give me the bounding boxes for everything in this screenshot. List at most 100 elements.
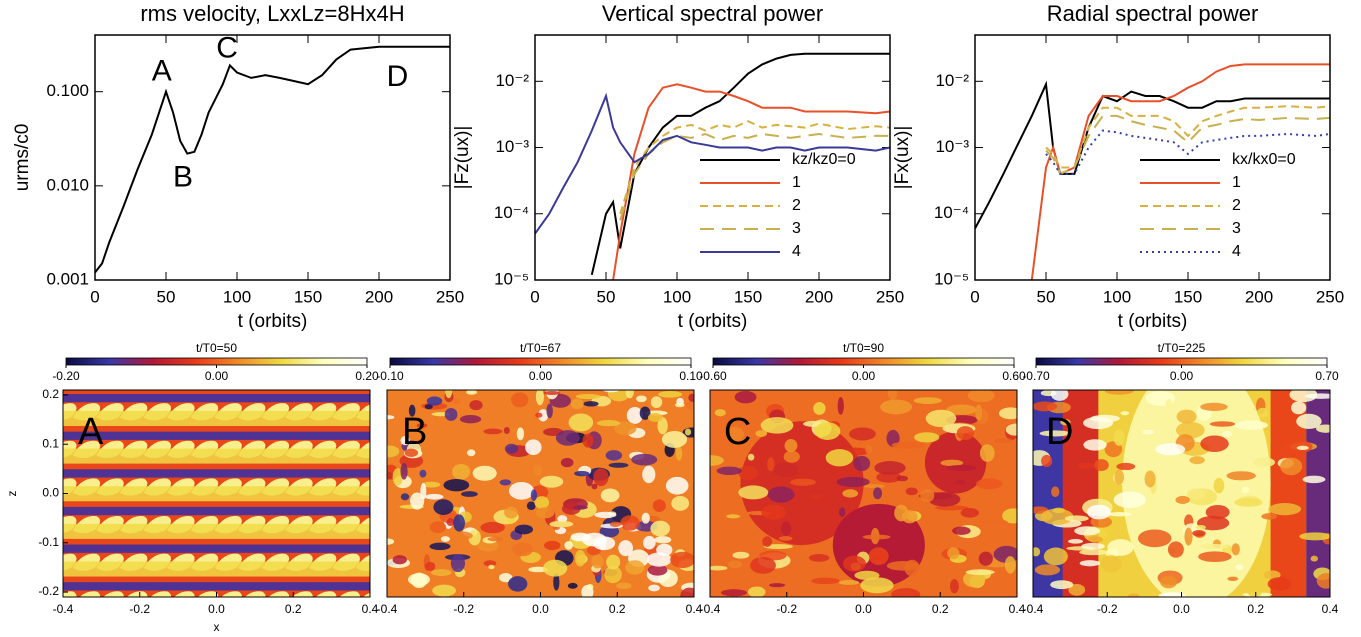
colorbar-tick-label: 0.00 (852, 369, 876, 383)
field-blob (778, 536, 793, 541)
field-blob (913, 397, 942, 404)
field-blob (604, 565, 622, 584)
x-tick-label: 250 (876, 287, 904, 306)
field-blob (1052, 507, 1066, 514)
colorbar-tick-label: -0.70 (1022, 369, 1050, 383)
field-wave (262, 629, 290, 637)
field-blob (440, 536, 450, 542)
field-blob (636, 395, 647, 403)
heatmap-panel: t/T0=67 -0.10 0.00 0.10 B -0.4 -0.2 0.0 0.2 0.4 (376, 341, 703, 616)
field-blob (979, 444, 995, 462)
y-tick-label: 10⁻⁵ (494, 269, 529, 288)
legend-label: 4 (1232, 243, 1241, 260)
field-blob (965, 569, 995, 576)
x-tick-label: -0.2 (129, 602, 150, 616)
field-blob (1205, 505, 1230, 520)
field-blob (596, 420, 621, 427)
field-blob (1231, 543, 1240, 556)
field-blob (914, 432, 940, 443)
field-blob (606, 554, 621, 570)
field-blob (643, 535, 656, 550)
field-wave (167, 629, 195, 637)
field-blob (1033, 547, 1041, 557)
y-axis-label: |Fz(ux)| (452, 126, 473, 190)
x-tick-label: 100 (1103, 287, 1131, 306)
field-blob (647, 412, 663, 422)
colorbar-tick-label: -0.60 (699, 369, 727, 383)
field-blob (658, 391, 683, 398)
field-blob (1234, 420, 1268, 430)
field-wave (292, 591, 313, 597)
heatmap-panel: t/T0=90 -0.60 0.00 0.60 C -0.4 -0.2 0.0 0.2 0.4 (699, 341, 1026, 616)
field-blob (535, 412, 543, 418)
field-wave (143, 365, 171, 382)
x-tick-label: -0.4 (53, 602, 74, 616)
field-blob (868, 555, 888, 560)
field-blob (1235, 564, 1244, 571)
field-blob (1086, 504, 1111, 520)
field-blob (583, 401, 599, 407)
colorbar-tick-label: 0.00 (1170, 369, 1194, 383)
field-wave (238, 629, 266, 637)
field-band (63, 582, 370, 591)
annotation: D (387, 60, 409, 93)
legend-label: 2 (1232, 197, 1241, 214)
field-blob (530, 489, 538, 501)
field-blob (1083, 439, 1107, 451)
field-blob (1116, 462, 1136, 471)
field-blob (646, 552, 672, 567)
field-blob (641, 512, 650, 524)
field-blob (725, 426, 745, 442)
field-blob (967, 390, 995, 403)
field-blob (1142, 429, 1154, 435)
field-wave (143, 629, 171, 637)
colorbar-tick-label: -0.20 (52, 369, 80, 383)
chart-title: Radial spectral power (1047, 1, 1259, 26)
field-blob (1113, 491, 1146, 509)
field-blob (767, 486, 795, 503)
panel-letter: A (78, 411, 104, 453)
field-blob (608, 462, 629, 468)
chart-title: rms velocity, LxxLz=8Hx4H (140, 1, 404, 26)
field-wave (126, 591, 148, 597)
field-blob (1176, 409, 1197, 424)
field-blob (1114, 469, 1125, 485)
field-blob (605, 450, 623, 461)
field-blob (767, 457, 775, 472)
x-tick-label: 0 (970, 287, 979, 306)
field-band (63, 394, 370, 403)
series-line (975, 80, 1330, 229)
field-wave (309, 629, 337, 637)
field-blob (570, 532, 591, 542)
field-blob (738, 465, 759, 481)
y-tick-label: 10⁻² (495, 71, 529, 90)
field-blob (1316, 573, 1330, 589)
field-blob (901, 510, 918, 524)
field-blob (710, 565, 728, 571)
field-blob (425, 561, 436, 571)
field-blob (1281, 439, 1313, 454)
x-tick-label: 50 (597, 287, 616, 306)
field-blob (854, 570, 880, 580)
x-axis-label: t (orbits) (1118, 311, 1188, 332)
field-blob (747, 453, 755, 461)
field-blob (511, 392, 529, 408)
field-blob (561, 502, 581, 515)
field-blob (1253, 457, 1276, 468)
field-blob (400, 463, 408, 480)
field-wave (244, 591, 266, 597)
field-blob (1077, 462, 1098, 469)
legend-label: 1 (792, 174, 801, 191)
field-blob (849, 427, 876, 441)
field-blob (459, 415, 482, 424)
x-tick-label: 0 (90, 287, 99, 306)
field-blob (947, 547, 960, 559)
field-blob (602, 390, 620, 393)
x-tick-label: 0.2 (609, 602, 626, 616)
field-blob (1200, 402, 1228, 411)
annotation: A (152, 54, 172, 87)
field-blob (567, 582, 578, 589)
field-blob (920, 488, 935, 503)
field-blob (443, 478, 470, 492)
legend-label: kz/kz0=0 (792, 151, 856, 168)
